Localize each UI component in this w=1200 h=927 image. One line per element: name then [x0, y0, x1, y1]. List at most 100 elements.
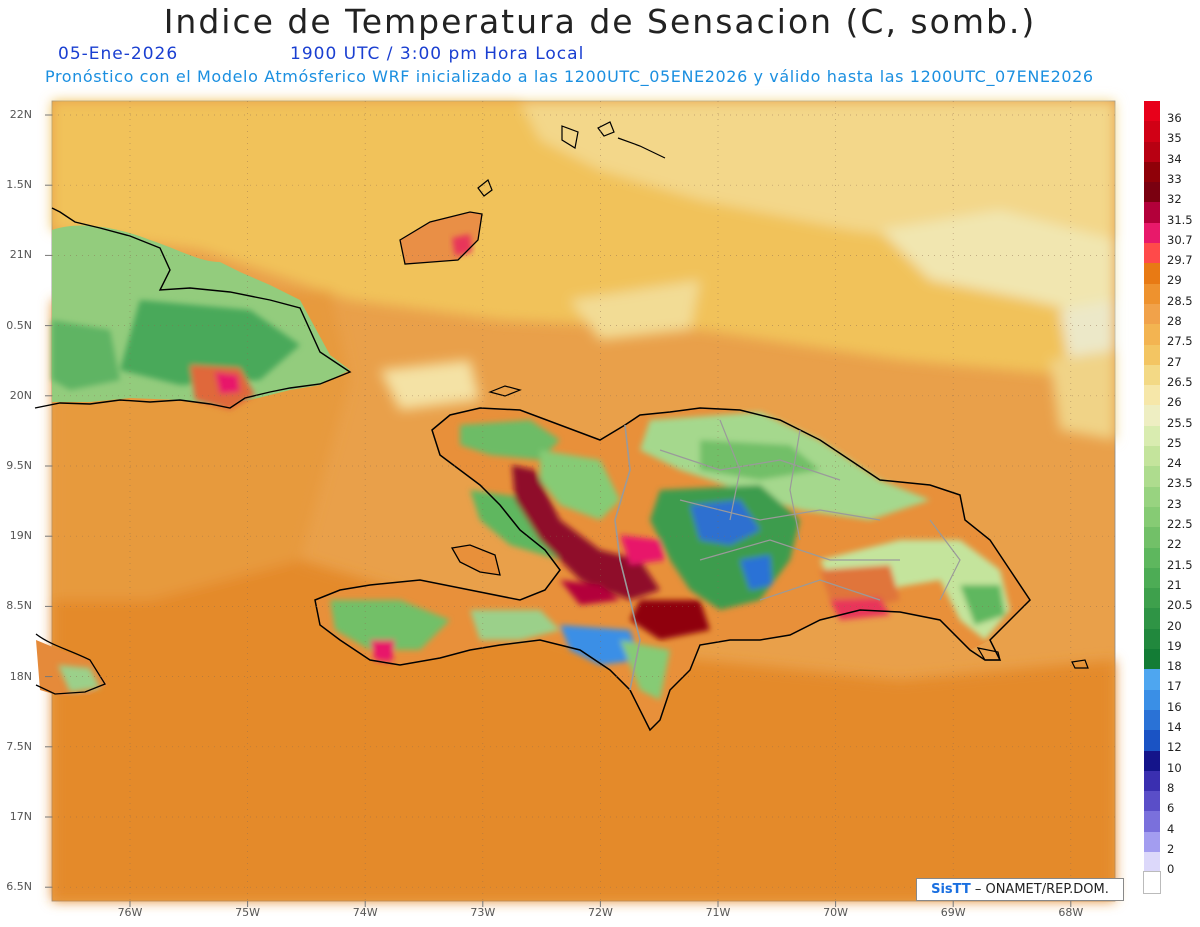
- y-tick-label: 20N: [9, 388, 32, 402]
- legend-label: 28.5: [1167, 293, 1193, 308]
- legend-swatch: [1144, 121, 1160, 142]
- legend-label: 31.5: [1167, 212, 1193, 227]
- legend-label: 34: [1167, 151, 1182, 166]
- y-tick-label: 19N: [9, 529, 32, 543]
- legend-label: 2: [1167, 841, 1175, 856]
- y-tick-label: 8.5N: [6, 599, 32, 613]
- legend-label: 29: [1167, 273, 1182, 288]
- y-tick-label: 1.5N: [6, 178, 32, 192]
- legend-label: 4: [1167, 821, 1175, 836]
- y-tick-label: 6.5N: [6, 880, 32, 894]
- x-tick-label: 68W: [1058, 906, 1084, 919]
- y-tick-label: 21N: [9, 248, 32, 262]
- legend-swatch: [1144, 243, 1160, 264]
- cuba-region: [34, 207, 352, 410]
- x-tick-label: 73W: [470, 906, 496, 919]
- legend-swatch: [1144, 303, 1160, 325]
- legend-label: 24: [1167, 456, 1182, 471]
- y-tick-label: 18N: [9, 669, 32, 683]
- map-title: Indice de Temperatura de Sensacion (C, s…: [163, 2, 1037, 41]
- legend-swatch: [1144, 101, 1160, 122]
- legend-label: 27.5: [1167, 334, 1193, 349]
- legend-swatch: [1144, 608, 1160, 629]
- legend-label: 20.5: [1167, 598, 1193, 613]
- legend-swatch: [1144, 628, 1160, 650]
- legend-swatch: [1144, 283, 1160, 304]
- legend-label: 20: [1167, 618, 1182, 633]
- legend-label: 10: [1167, 760, 1182, 775]
- legend-label: 14: [1167, 720, 1182, 734]
- legend-swatch: [1144, 364, 1160, 386]
- legend-swatch: [1143, 871, 1161, 894]
- legend-swatch: [1144, 709, 1160, 731]
- x-tick-label: 74W: [352, 906, 378, 919]
- legend-swatch: [1144, 547, 1160, 568]
- model-note: Pronóstico con el Modelo Atmósferico WRF…: [45, 67, 1094, 86]
- inagua-island: [399, 121, 666, 397]
- legend-swatch: [1144, 811, 1160, 832]
- legend-label: 16: [1167, 699, 1182, 714]
- legend-label: 23.5: [1167, 476, 1193, 491]
- legend-swatch: [1144, 689, 1160, 710]
- legend-swatch: [1144, 385, 1160, 406]
- credit-box: SisTT – ONAMET/REP.DOM.: [916, 878, 1124, 901]
- jamaica: [35, 633, 108, 696]
- legend-label: 23: [1167, 496, 1182, 511]
- legend-swatch: [1144, 324, 1160, 345]
- y-tick-label: 0.5N: [6, 318, 32, 332]
- legend-label: 36: [1167, 111, 1182, 125]
- legend-label: 30.7: [1167, 232, 1193, 247]
- legend-label: 32: [1167, 192, 1182, 207]
- legend-label: 25: [1167, 435, 1182, 450]
- legend-swatch: [1144, 669, 1160, 690]
- x-tick-label: 70W: [823, 906, 849, 919]
- credit-text: – ONAMET/REP.DOM.: [974, 882, 1109, 897]
- legend-swatch: [1144, 506, 1160, 528]
- legend-swatch: [1144, 567, 1160, 589]
- y-tick-label: 22N: [9, 108, 32, 121]
- legend-swatch: [1144, 588, 1160, 609]
- x-tick-label: 76W: [117, 906, 143, 919]
- legend-label: 26: [1167, 395, 1182, 410]
- legend-swatch: [1144, 182, 1160, 203]
- gonave-island: [450, 544, 501, 576]
- x-tick-label: 72W: [587, 906, 613, 919]
- legend-swatch: [1144, 851, 1160, 873]
- legend-swatch: [1144, 405, 1160, 426]
- legend-swatch: [1144, 263, 1160, 284]
- legend-swatch: [1144, 527, 1160, 548]
- legend-swatch: [1144, 649, 1160, 670]
- x-tick-label: 69W: [940, 906, 966, 919]
- legend-swatch: [1144, 141, 1160, 162]
- legend-swatch: [1144, 791, 1160, 812]
- y-tick-label: 17N: [9, 810, 32, 823]
- color-legend: [1143, 101, 1162, 894]
- legend-swatch: [1144, 770, 1160, 792]
- legend-label: 22.5: [1167, 517, 1193, 531]
- legend-swatch: [1144, 750, 1160, 771]
- legend-label: 6: [1167, 801, 1175, 816]
- hispaniola: [314, 407, 1031, 732]
- legend-swatch: [1144, 730, 1160, 751]
- legend-swatch: [1144, 161, 1160, 183]
- legend-swatch: [1144, 466, 1160, 487]
- axis-ticks: [45, 114, 1072, 907]
- legend-swatch: [1144, 202, 1160, 223]
- legend-swatch: [1144, 831, 1160, 852]
- legend-label: 27: [1167, 354, 1182, 369]
- legend-swatch: [1144, 486, 1160, 507]
- x-tick-label: 75W: [235, 906, 261, 919]
- lat-lon-grid: [52, 101, 1115, 901]
- legend-label: 18: [1167, 659, 1182, 674]
- legend-label: 8: [1167, 780, 1175, 795]
- x-tick-label: 71W: [705, 906, 731, 919]
- legend-label: 26.5: [1167, 374, 1193, 389]
- legend-label: 17: [1167, 679, 1182, 694]
- legend-label: 12: [1167, 740, 1182, 755]
- legend-swatch: [1144, 344, 1160, 365]
- legend-label: 25.5: [1167, 415, 1193, 430]
- legend-swatch: [1144, 425, 1160, 447]
- sistt-logo: SisTT: [931, 882, 971, 897]
- forecast-date: 05-Ene-2026: [58, 44, 179, 64]
- legend-label: 21.5: [1167, 557, 1193, 572]
